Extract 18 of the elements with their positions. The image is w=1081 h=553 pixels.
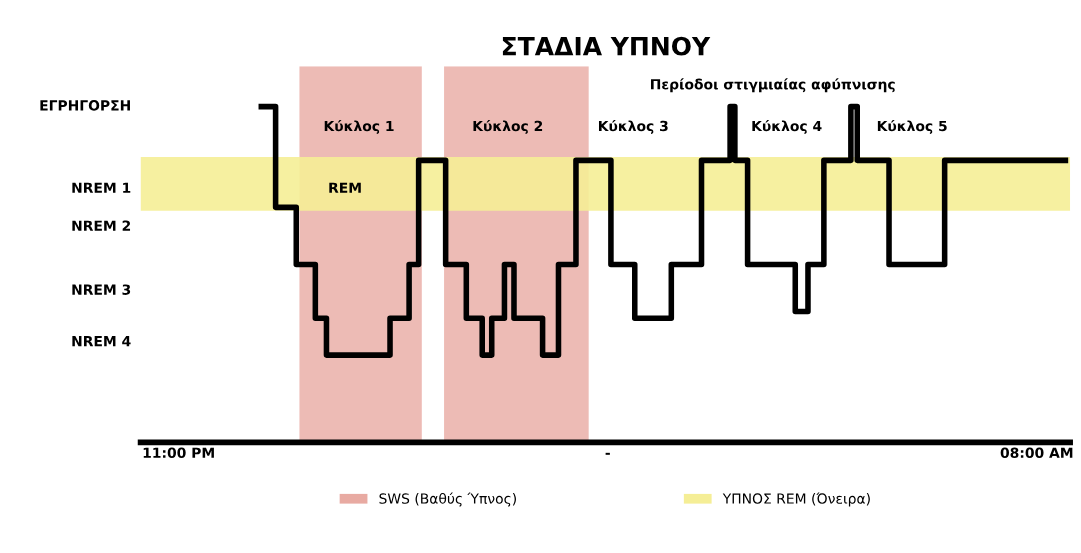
annotation: Κύκλος 2 [473,119,543,134]
legend-label: ΥΠΝΟΣ REM (Όνειρα) [722,492,870,507]
annotation: Κύκλος 3 [598,119,668,134]
text: NREM 4 [72,336,131,347]
annotation: Κύκλος 5 [877,119,947,134]
x-tick-label: 11:00 PM [143,447,214,459]
legend-label: SWS (Βαθύς Ύπνος) [379,492,516,507]
text: Περίοδοι στιγμιαίας αφύπνισης [651,78,895,93]
text: NREM 2 [72,220,131,231]
text: ΕΓΡΗΓΟΡΣΗ [40,100,130,111]
annotation: Κύκλος 1 [324,119,394,134]
x-tick-label: - [605,452,610,455]
x-tick-label: 08:00 AM [1000,447,1073,459]
chart-title: ΣΤΑΔΙΑ ΥΠΝΟΥ [502,36,711,56]
text: NREM 1 [72,182,131,193]
text: NREM 3 [72,284,131,295]
annotation: REM [329,182,361,193]
annotation: Κύκλος 4 [752,119,822,134]
